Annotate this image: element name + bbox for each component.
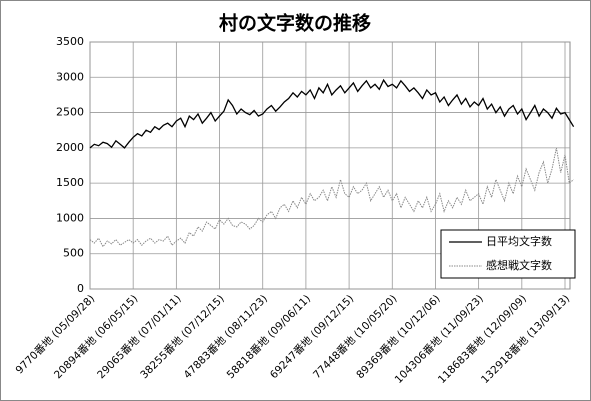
- y-tick-label: 3000: [56, 70, 84, 83]
- y-tick-label: 0: [77, 282, 84, 295]
- legend-label: 感想戦文字数: [486, 258, 552, 272]
- y-tick-label: 3500: [56, 35, 84, 48]
- y-tick-label: 2000: [56, 141, 84, 154]
- y-tick-label: 500: [63, 247, 84, 260]
- series-line: [89, 78, 575, 149]
- chart-title: 村の文字数の推移: [219, 12, 371, 35]
- y-tick-label: 1500: [56, 176, 84, 189]
- legend-label: 日平均文字数: [486, 234, 552, 248]
- legend-box: [440, 229, 576, 279]
- y-tick-label: 1000: [56, 211, 84, 224]
- series-line: [89, 147, 574, 248]
- y-tick-label: 2500: [56, 106, 84, 119]
